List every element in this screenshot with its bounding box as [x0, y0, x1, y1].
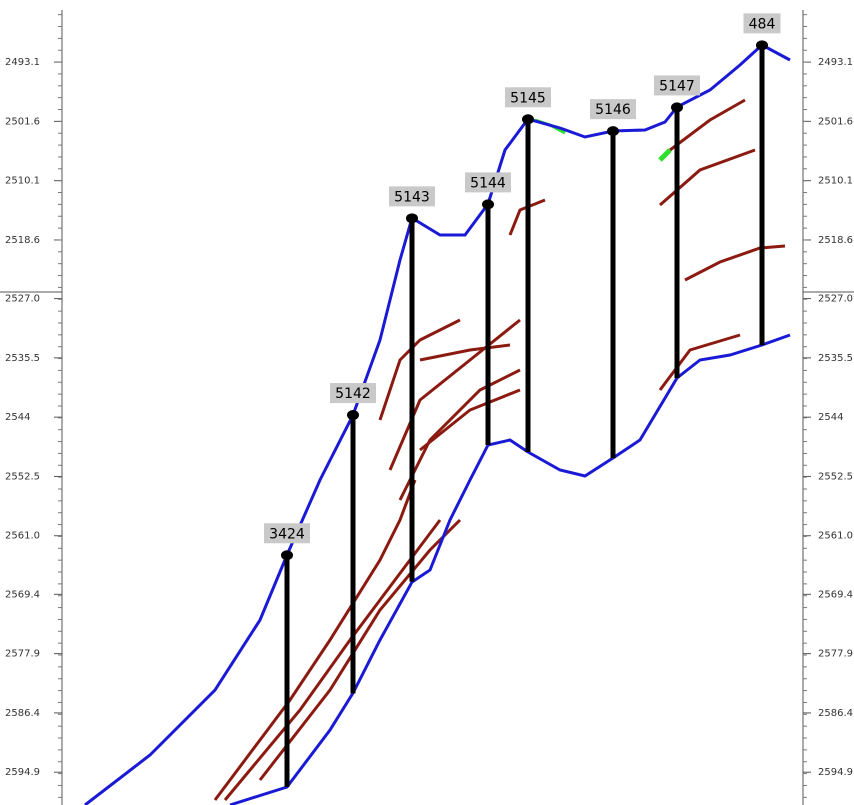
y-tick-label: 2561.0: [818, 531, 853, 542]
y-tick-label: 2561.0: [5, 531, 40, 542]
y-tick-label: 2577.9: [5, 649, 40, 660]
y-tick-label: 2493.1: [818, 57, 853, 68]
well-label-box: [743, 13, 781, 34]
top-horizon: [84, 43, 791, 805]
y-tick-label: 2527.0: [5, 294, 40, 305]
well-label: 3424: [269, 526, 305, 542]
y-tick-label: 2544: [818, 412, 843, 423]
well-top: [522, 114, 534, 125]
well-label: 5143: [394, 189, 430, 205]
y-tick-label: 2493.1: [5, 57, 40, 68]
base-horizon: [229, 333, 791, 805]
well-top: [482, 199, 494, 210]
y-tick-label: 2586.4: [5, 708, 40, 719]
y-tick-label: 2594.9: [5, 767, 40, 778]
y-tick-label: 2518.6: [5, 235, 40, 246]
y-tick-label: 2569.4: [818, 589, 853, 600]
y-tick-label: 2527.0: [818, 294, 853, 305]
y-tick-label: 2510.1: [5, 176, 40, 187]
y-tick-label: 2535.5: [5, 353, 40, 364]
well-label-box: [654, 75, 700, 96]
well-label-box: [264, 523, 310, 544]
well-top: [756, 40, 768, 51]
well-label-box: [590, 99, 636, 120]
y-tick-label: 2577.9: [818, 649, 853, 660]
y-tick-label: 2544: [5, 412, 30, 423]
well-top: [671, 102, 683, 113]
well-label-box: [389, 186, 435, 207]
well-top: [607, 126, 619, 137]
well-label: 5145: [510, 90, 546, 106]
y-tick-label: 2501.6: [5, 116, 40, 127]
well-top: [281, 550, 293, 561]
y-tick-label: 2518.6: [818, 235, 853, 246]
y-tick-label: 2552.5: [5, 471, 40, 482]
y-tick-label: 2569.4: [5, 589, 40, 600]
y-tick-label: 2552.5: [818, 471, 853, 482]
well-top: [406, 213, 418, 224]
strata: [213, 98, 786, 801]
y-tick-label: 2510.1: [818, 176, 853, 187]
well-top: [347, 410, 359, 421]
y-tick-label: 2535.5: [818, 353, 853, 364]
well-label: 5144: [470, 175, 506, 191]
well-label: 5146: [595, 102, 631, 118]
y-tick-label: 2501.6: [818, 116, 853, 127]
well-label-box: [505, 87, 551, 108]
well-label: 484: [749, 16, 776, 32]
well-label-box: [330, 383, 376, 404]
well-label-box: [465, 172, 511, 193]
y-tick-label: 2586.4: [818, 708, 853, 719]
stratum-accent: [658, 148, 672, 162]
well-label: 5142: [335, 386, 371, 402]
y-tick-label: 2594.9: [818, 767, 853, 778]
well-label: 5147: [659, 78, 695, 94]
